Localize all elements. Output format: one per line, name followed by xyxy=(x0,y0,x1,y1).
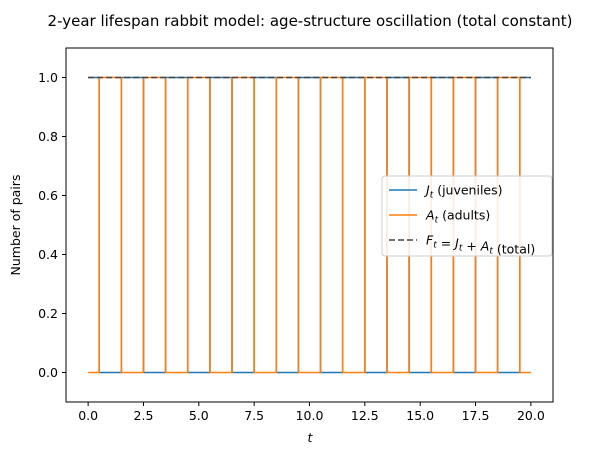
y-tick-label: 0.6 xyxy=(38,188,58,203)
x-axis-label: t xyxy=(308,430,314,445)
y-axis: 0.0 0.2 0.4 0.6 0.8 1.0 xyxy=(38,70,66,380)
x-axis: 0.0 2.5 5.0 7.5 10.0 12.5 15.0 17.5 20.0 xyxy=(78,402,545,423)
y-tick-label: 1.0 xyxy=(38,70,58,85)
y-tick-label: 0.2 xyxy=(38,306,58,321)
legend-box xyxy=(381,175,553,257)
x-tick-label: 2.5 xyxy=(134,408,154,423)
series-layer xyxy=(88,76,531,374)
x-tick-label: 12.5 xyxy=(351,408,379,423)
chart-title: 2-year lifespan rabbit model: age-struct… xyxy=(48,12,573,30)
x-tick-label: 17.5 xyxy=(462,408,490,423)
x-tick-label: 7.5 xyxy=(244,408,264,423)
y-tick-label: 0.0 xyxy=(38,365,58,380)
legend-entry: At (adults) xyxy=(425,208,490,226)
x-tick-label: 5.0 xyxy=(189,408,209,423)
x-tick-label: 15.0 xyxy=(406,408,434,423)
y-tick-label: 0.8 xyxy=(38,129,58,144)
x-tick-label: 10.0 xyxy=(296,408,324,423)
y-axis-label: Number of pairs xyxy=(8,175,23,276)
x-tick-label: 0.0 xyxy=(78,408,98,423)
x-tick-label: 20.0 xyxy=(517,408,545,423)
legend-entry: Jt (juveniles) xyxy=(423,183,503,201)
legend-entry: Ft = Jt + At (total) xyxy=(426,233,535,257)
y-tick-label: 0.4 xyxy=(38,247,58,262)
legend: Jt (juveniles) At (adults) Ft = Jt + At (t… xyxy=(381,175,553,257)
